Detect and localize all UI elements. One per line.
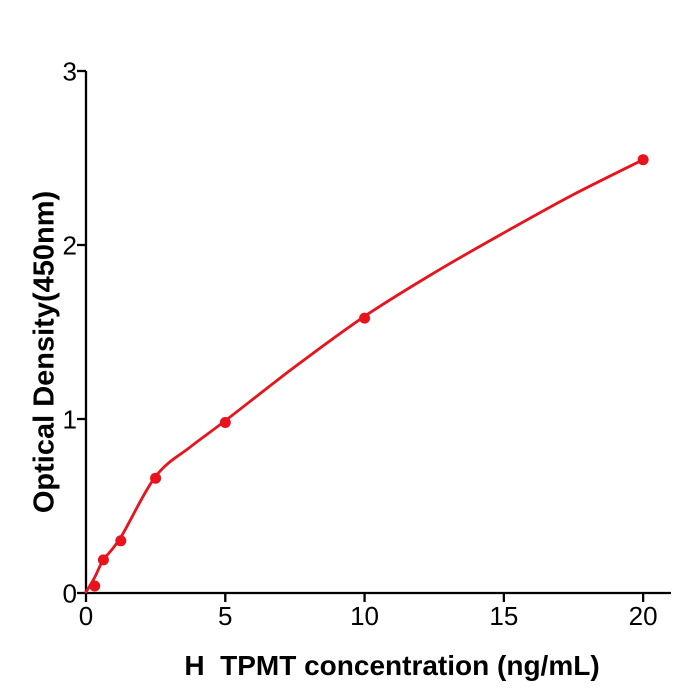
data-point	[637, 154, 649, 166]
y-tick-label: 0	[63, 579, 77, 609]
data-point	[115, 535, 127, 547]
x-axis-title: H TPMT concentration (ng/mL)	[184, 650, 600, 681]
x-tick-label: 20	[629, 601, 658, 631]
data-point	[359, 312, 371, 324]
data-point	[97, 554, 109, 566]
x-tick-label: 10	[350, 601, 379, 631]
data-point	[219, 417, 231, 428]
y-tick-label: 1	[63, 405, 77, 435]
y-tick-label: 3	[63, 57, 77, 87]
y-tick-label: 2	[63, 231, 77, 261]
data-point	[89, 580, 101, 592]
x-tick-label: 0	[79, 601, 93, 631]
data-point	[150, 472, 162, 484]
x-tick-label: 5	[218, 601, 232, 631]
y-axis-title: Optical Density(450nm)	[28, 190, 61, 514]
fit-curve	[84, 158, 645, 594]
x-tick-label: 15	[489, 601, 518, 631]
